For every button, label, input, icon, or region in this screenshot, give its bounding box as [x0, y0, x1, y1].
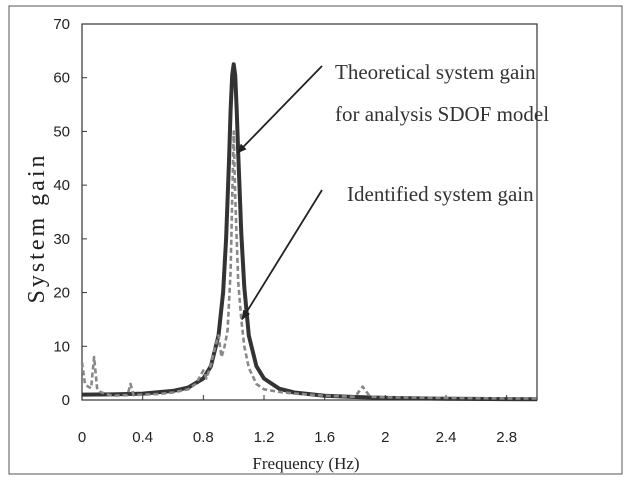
figure-border	[8, 5, 623, 475]
y-tick-label: 40	[53, 177, 70, 194]
y-axis-title: System gain	[24, 153, 50, 304]
x-tick-label: 1.2	[254, 429, 275, 446]
y-ticks: 0 10 20 30 40 50 60 70	[53, 16, 87, 409]
annotation-identified: Identified system gain	[241, 182, 534, 321]
plot-area	[81, 23, 538, 401]
annotation-theoretical-line2: for analysis SDOF model	[335, 102, 549, 126]
series-group	[80, 62, 538, 402]
identified-gain-line	[80, 130, 537, 400]
y-tick-label: 20	[53, 285, 70, 302]
y-tick-label: 60	[53, 70, 70, 87]
x-tick-label: 0.8	[193, 429, 214, 446]
x-tick-label: 2.8	[496, 429, 517, 446]
annotation-theoretical-arrow	[236, 65, 323, 154]
x-tick-label: 2	[381, 429, 389, 446]
annotation-theoretical-line1: Theoretical system gain	[335, 60, 536, 84]
y-tick-label: 10	[53, 338, 70, 355]
y-tick-label: 50	[53, 123, 70, 140]
x-ticks: 0 0.4 0.8 1.2 1.6 2 2.4 2.8	[78, 395, 517, 446]
annotation-identified-arrow	[241, 189, 323, 321]
y-tick-label: 0	[62, 392, 70, 409]
x-axis-title: Frequency (Hz)	[252, 454, 359, 473]
x-tick-label: 1.6	[314, 429, 335, 446]
y-tick-label: 30	[53, 231, 70, 248]
x-tick-label: 2.4	[436, 429, 457, 446]
annotation-theoretical: Theoretical system gain for analysis SDO…	[236, 60, 549, 154]
annotation-identified-line1: Identified system gain	[347, 182, 534, 206]
x-tick-label: 0	[78, 429, 86, 446]
x-tick-label: 0.4	[132, 429, 153, 446]
y-tick-label: 70	[53, 16, 70, 33]
